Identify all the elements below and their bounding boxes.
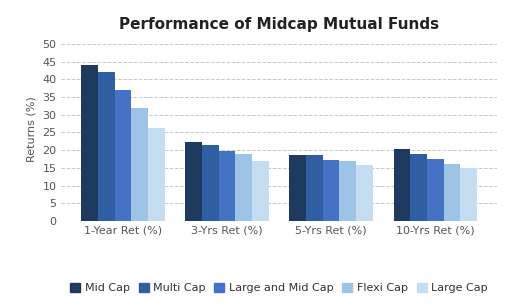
Bar (394, 149, 410, 221)
Bar (98, 72, 115, 221)
Bar (410, 154, 427, 221)
Bar (185, 142, 202, 221)
Bar (252, 161, 269, 221)
Bar (202, 145, 219, 221)
Bar (131, 108, 148, 221)
Bar (460, 168, 477, 221)
Bar (339, 161, 356, 221)
Bar (323, 160, 339, 221)
Bar (115, 90, 131, 221)
Bar (443, 164, 460, 221)
Bar (219, 151, 236, 221)
Y-axis label: Returns (%): Returns (%) (27, 96, 37, 162)
Bar (289, 155, 306, 221)
Bar (148, 128, 164, 221)
Bar (306, 155, 323, 221)
Legend: Mid Cap, Multi Cap, Large and Mid Cap, Flexi Cap, Large Cap: Mid Cap, Multi Cap, Large and Mid Cap, F… (66, 278, 492, 297)
Bar (427, 159, 443, 221)
Bar (81, 65, 98, 221)
Title: Performance of Midcap Mutual Funds: Performance of Midcap Mutual Funds (119, 17, 439, 32)
Bar (236, 154, 252, 221)
Bar (356, 165, 373, 221)
